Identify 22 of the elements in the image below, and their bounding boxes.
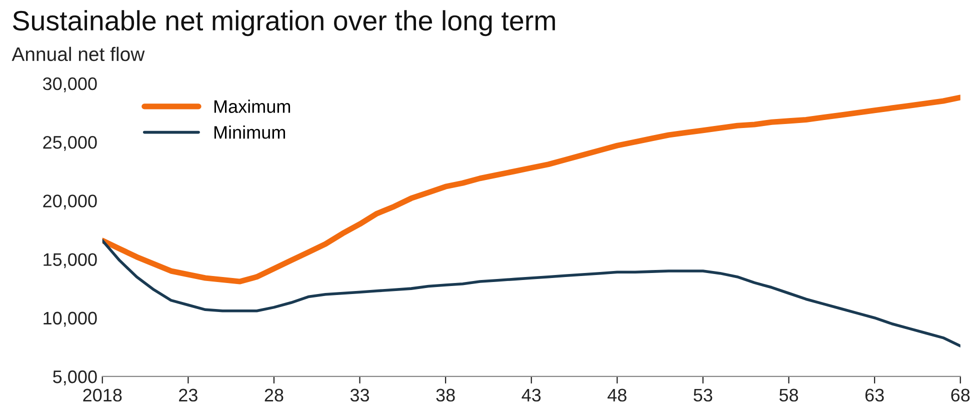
x-tick-label: 33 bbox=[350, 388, 370, 402]
x-tick-label: 38 bbox=[436, 388, 455, 402]
y-tick-label: 5,000 bbox=[53, 370, 97, 386]
legend-label: Minimum bbox=[214, 126, 286, 139]
x-tick-label: 63 bbox=[865, 388, 884, 402]
y-tick-label: 15,000 bbox=[44, 253, 97, 268]
chart-subtitle: Annual net flow bbox=[12, 46, 145, 62]
y-tick-label: 30,000 bbox=[42, 77, 97, 92]
line-series bbox=[102, 239, 960, 348]
x-tick-label: 23 bbox=[179, 388, 198, 402]
y-tick-label: 10,000 bbox=[44, 312, 97, 327]
x-tick-label: 53 bbox=[694, 388, 712, 402]
x-tick-label: 2018 bbox=[83, 388, 122, 402]
x-tick-label: 43 bbox=[522, 388, 541, 402]
x-tick-label: 68 bbox=[951, 388, 970, 402]
x-tick-label: 28 bbox=[264, 388, 284, 402]
x-tick-label: 48 bbox=[608, 388, 626, 402]
y-tick-label: 20,000 bbox=[43, 194, 97, 210]
legend-label: Maximum bbox=[214, 100, 290, 113]
x-tick-label: 58 bbox=[779, 388, 798, 402]
y-tick-label: 25,000 bbox=[43, 136, 97, 151]
chart-title: Sustainable net migration over the long term bbox=[12, 10, 555, 36]
